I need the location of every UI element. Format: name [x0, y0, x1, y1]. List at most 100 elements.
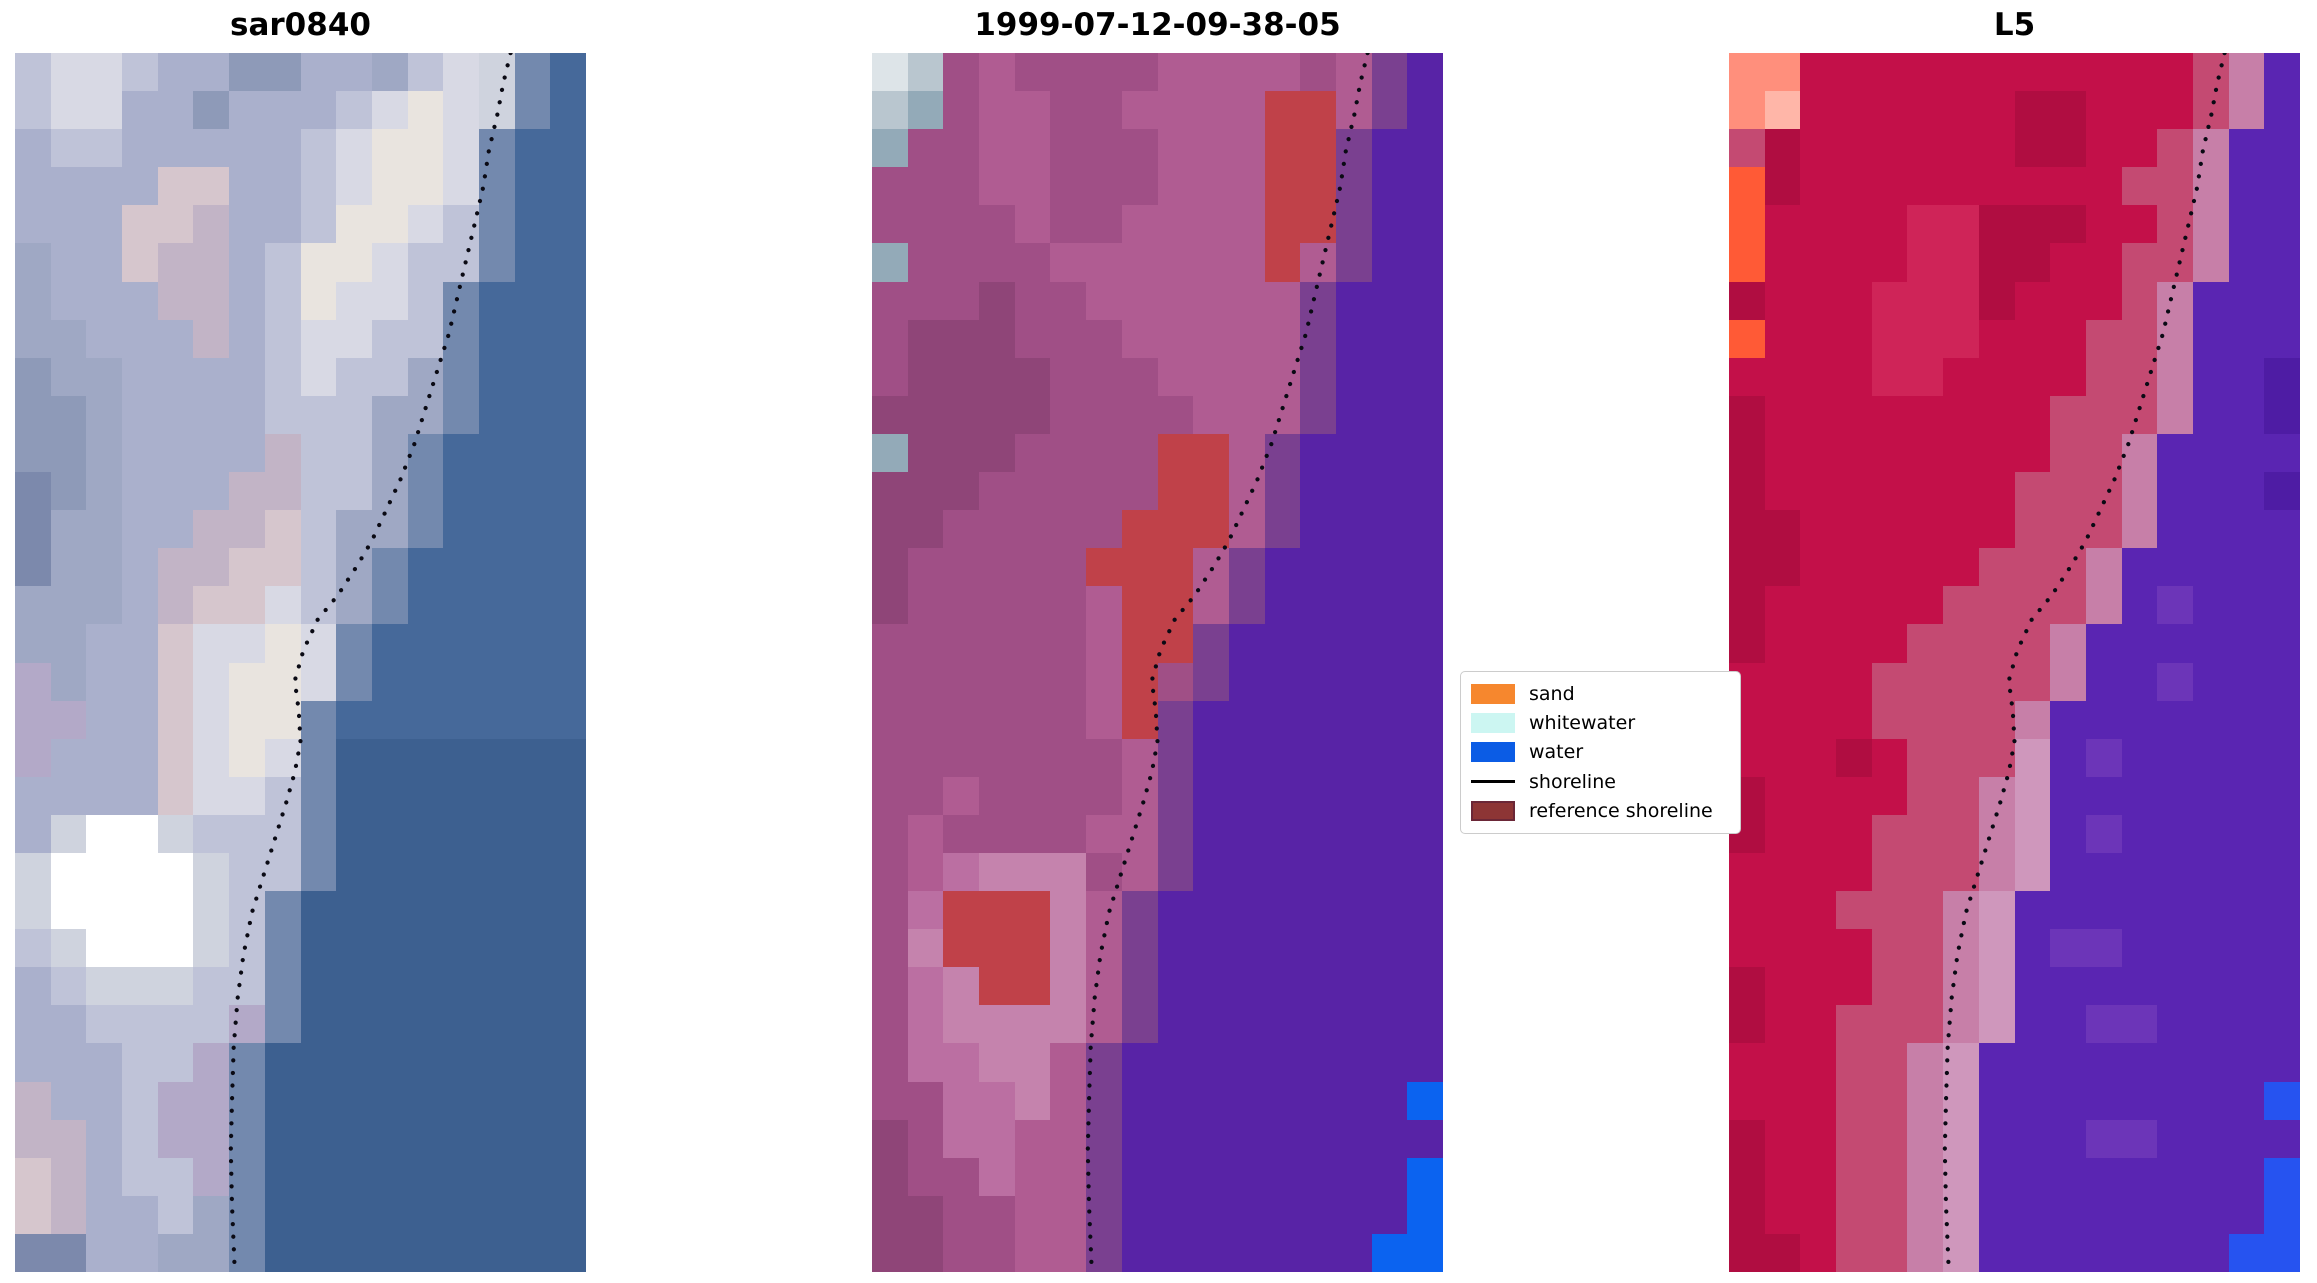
image-pixel: [50, 1043, 87, 1082]
image-pixel: [371, 929, 408, 968]
image-pixel: [2264, 852, 2300, 892]
image-pixel: [2014, 891, 2051, 930]
image-pixel: [15, 700, 51, 739]
image-pixel: [407, 1233, 444, 1272]
image-pixel: [1764, 700, 1801, 739]
image-pixel: [300, 357, 337, 396]
image-pixel: [336, 1081, 372, 1120]
image-pixel: [1407, 1195, 1443, 1234]
image-pixel: [1050, 433, 1087, 473]
image-pixel: [1300, 510, 1336, 549]
image-pixel: [1228, 1043, 1265, 1082]
image-pixel: [1800, 814, 1837, 853]
image-pixel: [336, 243, 372, 282]
image-pixel: [1335, 852, 1372, 892]
image-pixel: [122, 1043, 158, 1082]
image-pixel: [550, 738, 586, 777]
image-pixel: [157, 700, 194, 739]
image-pixel: [443, 929, 479, 968]
image-pixel: [300, 776, 337, 815]
image-pixel: [2014, 205, 2051, 244]
image-pixel: [1407, 1157, 1443, 1196]
image-pixel: [122, 433, 158, 473]
image-pixel: [872, 433, 908, 473]
image-pixel: [2121, 662, 2158, 701]
image-pixel: [122, 1157, 158, 1196]
image-pixel: [1228, 852, 1265, 892]
image-pixel: [550, 357, 586, 396]
image-pixel: [2228, 1043, 2265, 1082]
image-pixel: [2192, 700, 2229, 739]
image-pixel: [300, 472, 337, 511]
image-pixel: [514, 1157, 551, 1196]
image-pixel: [1050, 395, 1087, 434]
image-pixel: [157, 852, 194, 892]
image-pixel: [1836, 891, 1872, 930]
image-pixel: [15, 1157, 51, 1196]
image-pixel: [1800, 1119, 1837, 1158]
image-pixel: [1729, 586, 1765, 625]
image-pixel: [1086, 929, 1122, 968]
image-pixel: [2157, 738, 2193, 777]
image-pixel: [371, 129, 408, 168]
image-pixel: [86, 357, 123, 396]
image-pixel: [1193, 624, 1229, 663]
image-pixel: [1014, 91, 1051, 130]
image-pixel: [86, 395, 123, 434]
image-pixel: [371, 700, 408, 739]
image-pixel: [1157, 776, 1194, 815]
image-pixel: [1335, 319, 1372, 358]
image-pixel: [1836, 395, 1872, 434]
image-pixel: [907, 281, 944, 320]
image-pixel: [2264, 472, 2300, 511]
image-pixel: [1228, 472, 1265, 511]
image-pixel: [1157, 852, 1194, 892]
image-pixel: [478, 738, 515, 777]
image-pixel: [229, 1233, 265, 1272]
image-pixel: [2157, 624, 2193, 663]
image-pixel: [1335, 53, 1372, 92]
image-pixel: [1907, 738, 1944, 777]
legend-label: sand: [1529, 682, 1575, 705]
image-pixel: [300, 586, 337, 625]
image-pixel: [2014, 700, 2051, 739]
image-pixel: [1050, 624, 1087, 663]
image-pixel: [1193, 852, 1229, 892]
image-pixel: [229, 814, 265, 853]
image-pixel: [943, 281, 980, 320]
image-pixel: [979, 395, 1015, 434]
image-pixel: [1264, 814, 1301, 853]
image-pixel: [300, 1005, 337, 1044]
image-pixel: [2157, 167, 2193, 206]
image-pixel: [2228, 1081, 2265, 1120]
image-pixel: [2264, 548, 2300, 587]
image-pixel: [229, 472, 265, 511]
image-pixel: [264, 586, 301, 625]
image-pixel: [193, 852, 230, 892]
image-pixel: [943, 1157, 980, 1196]
image-pixel: [86, 624, 123, 663]
image-pixel: [15, 738, 51, 777]
image-pixel: [336, 1233, 372, 1272]
image-pixel: [1764, 1081, 1801, 1120]
image-pixel: [1157, 624, 1194, 663]
image-pixel: [50, 586, 87, 625]
image-pixel: [514, 814, 551, 853]
image-pixel: [872, 852, 908, 892]
image-pixel: [2121, 243, 2158, 282]
image-pixel: [478, 624, 515, 663]
image-pixel: [1228, 243, 1265, 282]
image-pixel: [407, 700, 444, 739]
image-pixel: [1014, 776, 1051, 815]
image-pixel: [15, 1081, 51, 1120]
image-pixel: [2192, 281, 2229, 320]
image-pixel: [1907, 586, 1944, 625]
image-pixel: [86, 662, 123, 701]
image-pixel: [2050, 319, 2086, 358]
image-pixel: [1157, 472, 1194, 511]
image-pixel: [1264, 472, 1301, 511]
image-pixel: [15, 243, 51, 282]
image-pixel: [1800, 891, 1837, 930]
image-pixel: [979, 1081, 1015, 1120]
image-pixel: [1335, 357, 1372, 396]
